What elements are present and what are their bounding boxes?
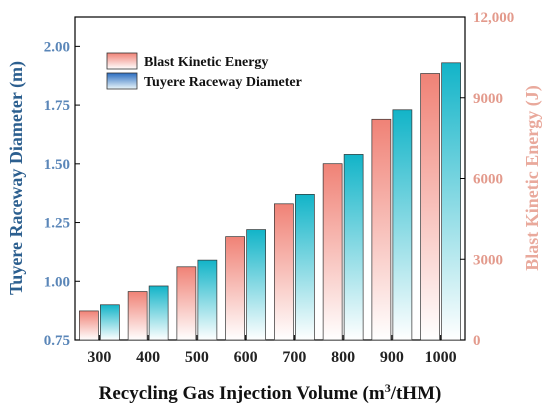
bar-tuyere-raceway-diameter-800 <box>343 154 364 341</box>
left-tick-label: 2.00 <box>44 39 70 55</box>
legend-swatch-tuyere-raceway-diameter <box>106 72 138 90</box>
bar-blast-kinetic-energy-400 <box>127 291 148 341</box>
right-tick-label: 12,000 <box>473 10 514 26</box>
x-tick-label: 700 <box>282 349 306 366</box>
x-axis-ticks: 300 400 500 600 700 800 900 1000 <box>87 335 457 366</box>
x-axis-label-tail: /tHM) <box>390 383 442 404</box>
x-tick-label: 600 <box>234 349 258 366</box>
legend-label-tuyere-raceway-diameter: Tuyere Raceway Diameter <box>144 75 302 90</box>
right-tick-label: 9000 <box>473 91 503 107</box>
left-tick-label: 1.75 <box>44 98 70 114</box>
left-tick-label: 1.50 <box>44 157 70 173</box>
bar-tuyere-raceway-diameter-600 <box>246 229 266 341</box>
left-tick-label: 1.25 <box>44 216 70 232</box>
left-axis-label: Tuyere Raceway Diameter (m) <box>6 61 27 295</box>
x-tick-label: 1000 <box>425 349 457 366</box>
left-axis-ticks: 0.75 1.00 1.25 1.50 1.75 2.00 <box>44 39 80 349</box>
legend-label-blast-kinetic-energy: Blast Kinetic Energy <box>144 55 268 70</box>
bar-blast-kinetic-energy-900 <box>371 118 392 341</box>
x-axis-label: Recycling Gas Injection Volume (m3/tHM) <box>99 381 442 404</box>
right-tick-label: 6000 <box>473 172 503 188</box>
bar-blast-kinetic-energy-600 <box>225 236 245 341</box>
bar-tuyere-raceway-diameter-1000 <box>441 62 461 341</box>
x-tick-label: 300 <box>87 349 111 366</box>
bar-blast-kinetic-energy-800 <box>322 163 343 341</box>
right-axis-ticks: 0 3000 6000 9000 12,000 <box>460 10 514 349</box>
bars <box>79 62 461 341</box>
left-tick-label: 0.75 <box>44 333 70 349</box>
bar-blast-kinetic-energy-700 <box>274 203 294 341</box>
x-axis-label-main: Recycling Gas Injection Volume (m <box>99 383 385 404</box>
bar-blast-kinetic-energy-1000 <box>420 73 440 341</box>
x-tick-label: 900 <box>380 349 404 366</box>
bar-tuyere-raceway-diameter-700 <box>295 194 315 341</box>
right-tick-label: 0 <box>473 333 481 349</box>
bar-blast-kinetic-energy-300 <box>79 310 99 341</box>
right-axis-label: Blast Kinetic Energy (J) <box>522 85 543 270</box>
legend: Blast Kinetic Energy Tuyere Raceway Diam… <box>106 52 302 90</box>
legend-swatch-blast-kinetic-energy <box>106 52 138 70</box>
bar-tuyere-raceway-diameter-500 <box>197 259 218 341</box>
bar-blast-kinetic-energy-500 <box>176 266 197 341</box>
x-tick-label: 800 <box>331 349 355 366</box>
x-tick-label: 500 <box>185 349 209 366</box>
left-tick-label: 1.00 <box>44 274 70 290</box>
bar-tuyere-raceway-diameter-900 <box>392 109 413 341</box>
bar-tuyere-raceway-diameter-300 <box>100 304 120 341</box>
bar-tuyere-raceway-diameter-400 <box>148 285 169 341</box>
x-tick-label: 400 <box>136 349 160 366</box>
x-axis-label-sup: 3 <box>385 381 391 395</box>
right-tick-label: 3000 <box>473 252 503 268</box>
